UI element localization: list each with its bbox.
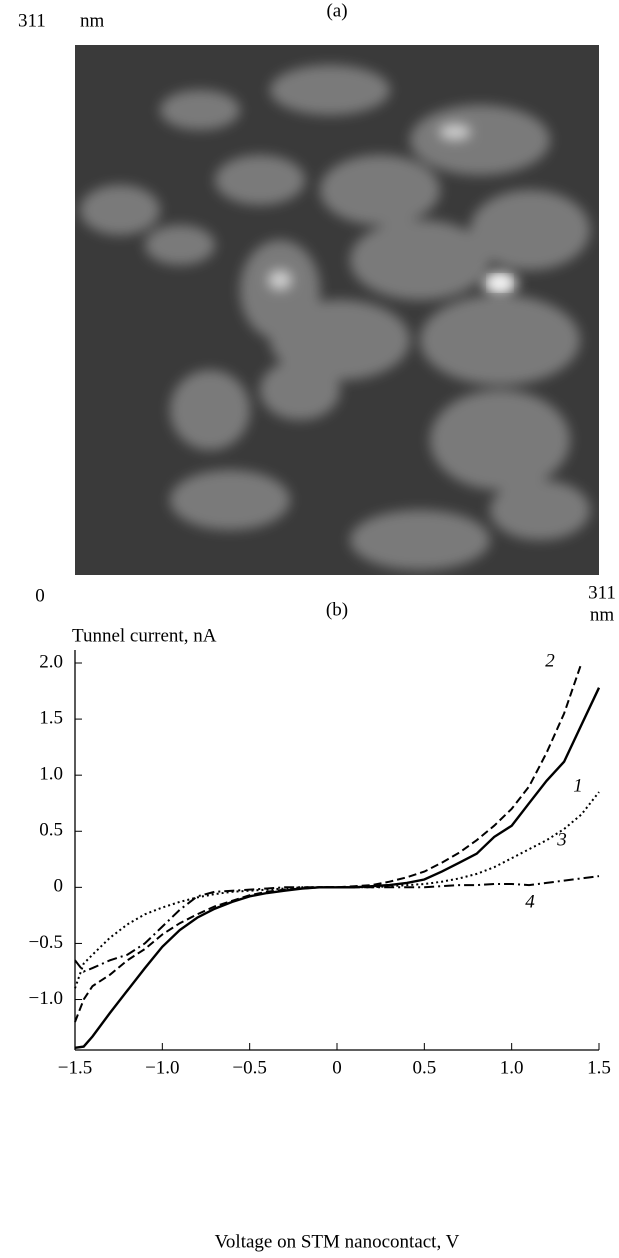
y-tick-label: 2.0: [39, 651, 63, 672]
x-tick-label: 1.0: [500, 1057, 524, 1078]
x-tick-label: 311: [588, 582, 616, 603]
y-tick-label: 0: [54, 876, 64, 897]
x-tick-label: 0: [35, 585, 45, 606]
y-tick-label: 1.5: [39, 707, 63, 728]
x-axis-label: nm: [590, 604, 615, 625]
series-label: 1: [573, 775, 583, 796]
x-tick-label: 0.5: [412, 1057, 436, 1078]
x-tick-label: −0.5: [232, 1057, 266, 1078]
y-tick-label: 311: [18, 10, 46, 31]
panel-title: (a): [326, 0, 347, 21]
plot: −1.0 −0.5 0 0.5 1.0 1.5 2.0 −1.5 −1.0 −0.5 0 0.5 1.0…: [29, 650, 611, 1078]
y-tick-label: −1.0: [29, 988, 63, 1009]
panel-title: (b): [326, 599, 348, 620]
series-label: 2: [545, 650, 555, 671]
x-tick-label: −1.0: [145, 1057, 179, 1078]
line-series: [74, 875, 600, 973]
stm-image: [75, 45, 599, 575]
x-tick-label: 0: [332, 1057, 342, 1078]
y-tick-label: 0.5: [39, 820, 63, 841]
x-tick-label: 1.5: [587, 1057, 611, 1078]
line-series: [74, 662, 583, 1023]
y-axis-label: nm: [80, 10, 105, 31]
x-tick-label: −1.5: [58, 1057, 92, 1078]
y-tick-label: 1.0: [39, 764, 63, 785]
x-axis-label: Voltage on STM nanocontact, V: [215, 1231, 460, 1252]
series-label: 3: [556, 829, 567, 850]
line-series: [74, 687, 601, 1049]
y-axis-label: Tunnel current, nA: [72, 625, 217, 646]
series-label: 4: [525, 891, 535, 912]
y-tick-label: −0.5: [29, 932, 63, 953]
